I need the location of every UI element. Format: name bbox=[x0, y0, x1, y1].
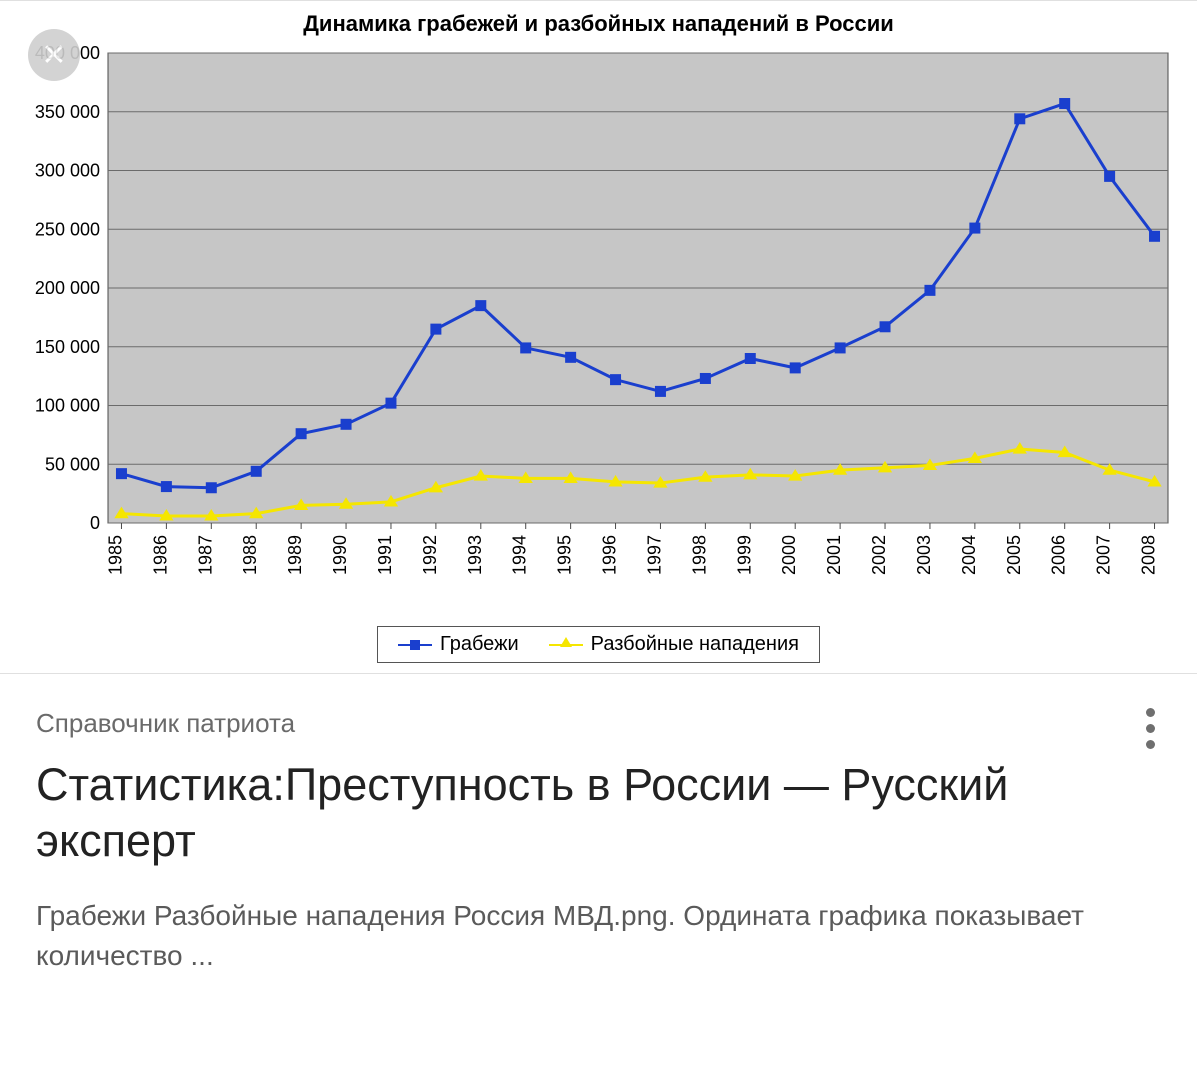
legend-item-robberies: Грабежи bbox=[398, 633, 519, 656]
svg-text:0: 0 bbox=[90, 513, 100, 533]
source-label: Справочник патриота bbox=[36, 708, 1161, 739]
svg-text:2000: 2000 bbox=[779, 535, 799, 575]
svg-text:2007: 2007 bbox=[1094, 535, 1114, 575]
svg-text:200 000: 200 000 bbox=[35, 278, 100, 298]
svg-text:1994: 1994 bbox=[510, 535, 530, 575]
legend-swatch-icon bbox=[549, 644, 583, 646]
page-title[interactable]: Статистика:Преступность в России — Русск… bbox=[36, 757, 1161, 870]
close-icon[interactable]: ✕ bbox=[28, 29, 80, 81]
svg-text:1986: 1986 bbox=[150, 535, 170, 575]
line-chart: 0 50 000 100 000 150 000 200 000 250 000 300 0… bbox=[8, 43, 1188, 613]
svg-text:1995: 1995 bbox=[555, 535, 575, 575]
svg-text:2001: 2001 bbox=[824, 535, 844, 575]
svg-text:1988: 1988 bbox=[240, 535, 260, 575]
svg-text:1993: 1993 bbox=[465, 535, 485, 575]
svg-text:50 000: 50 000 bbox=[45, 454, 100, 474]
legend-item-assaults: Разбойные нападения bbox=[549, 633, 799, 656]
svg-text:100 000: 100 000 bbox=[35, 396, 100, 416]
svg-text:2006: 2006 bbox=[1049, 535, 1069, 575]
legend: Грабежи Разбойные нападения bbox=[377, 626, 820, 663]
svg-text:1998: 1998 bbox=[689, 535, 709, 575]
svg-text:250 000: 250 000 bbox=[35, 219, 100, 239]
svg-text:2005: 2005 bbox=[1004, 535, 1024, 575]
chart-title: Динамика грабежей и разбойных нападений … bbox=[8, 11, 1189, 37]
svg-text:2008: 2008 bbox=[1139, 535, 1159, 575]
svg-text:2002: 2002 bbox=[869, 535, 889, 575]
description-text: Грабежи Разбойные нападения Россия МВД.p… bbox=[36, 896, 1161, 977]
svg-text:150 000: 150 000 bbox=[35, 337, 100, 357]
more-options-icon[interactable] bbox=[1146, 708, 1155, 749]
result-info: Справочник патриота Статистика:Преступно… bbox=[0, 674, 1197, 1007]
svg-text:350 000: 350 000 bbox=[35, 102, 100, 122]
svg-text:1987: 1987 bbox=[195, 535, 215, 575]
svg-text:1992: 1992 bbox=[420, 535, 440, 575]
legend-swatch-icon bbox=[398, 644, 432, 646]
svg-text:1989: 1989 bbox=[285, 535, 305, 575]
svg-text:1996: 1996 bbox=[600, 535, 620, 575]
svg-text:300 000: 300 000 bbox=[35, 161, 100, 181]
svg-text:1990: 1990 bbox=[330, 535, 350, 575]
legend-label: Разбойные нападения bbox=[591, 633, 799, 656]
svg-text:1985: 1985 bbox=[105, 535, 125, 575]
chart-area: 0 50 000 100 000 150 000 200 000 250 000 300 0… bbox=[8, 43, 1189, 618]
svg-text:2004: 2004 bbox=[959, 535, 979, 575]
legend-label: Грабежи bbox=[440, 633, 519, 656]
svg-text:1991: 1991 bbox=[375, 535, 395, 575]
svg-text:1997: 1997 bbox=[644, 535, 664, 575]
svg-text:1999: 1999 bbox=[734, 535, 754, 575]
chart-panel: ✕ Динамика грабежей и разбойных нападени… bbox=[0, 0, 1197, 674]
svg-text:2003: 2003 bbox=[914, 535, 934, 575]
